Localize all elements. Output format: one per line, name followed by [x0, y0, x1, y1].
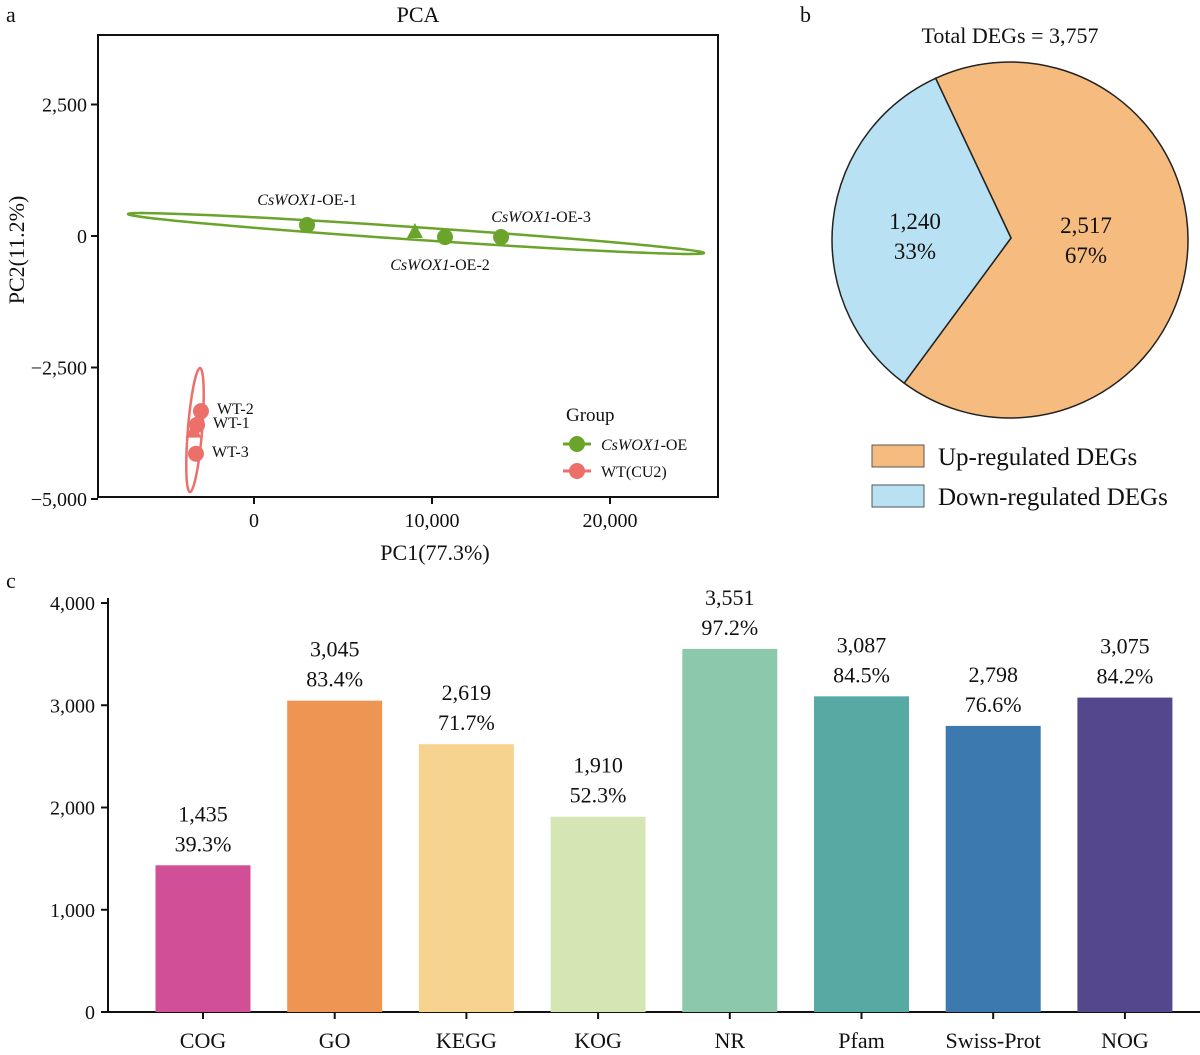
- pca-y-tick-label: 2,500: [42, 95, 87, 117]
- legend-label-text: WT(CU2): [601, 464, 667, 481]
- legend-label: CsWOX1-OE: [601, 437, 687, 454]
- bar-value-label: 3,045: [310, 637, 360, 662]
- bar-category-label: GO: [319, 1028, 351, 1053]
- bar-value-label: 3,551: [705, 585, 755, 610]
- bar-percent-label: 39.3%: [175, 831, 232, 856]
- bar-y-tick-label: 3,000: [50, 695, 95, 717]
- bar-value-label: 3,075: [1100, 634, 1150, 659]
- panel-label-a: a: [6, 2, 16, 27]
- panel-label-c: c: [6, 568, 16, 593]
- point-label-text: WT-1: [213, 415, 250, 432]
- panel-label-b: b: [800, 2, 811, 27]
- pie-chart: Total DEGs = 3,757 2,517 67% Up-regulated …: [831, 23, 1189, 511]
- data-point: [189, 416, 206, 433]
- bar-value-label: 2,798: [968, 662, 1018, 687]
- bar-go: [287, 700, 383, 1012]
- point-label: WT-3: [212, 444, 249, 461]
- bar-chart: 0 1,000 2,000 3,000 4,000 COG 1,435 39.3% GO 3,04…: [50, 585, 1200, 1053]
- data-point: [493, 229, 510, 246]
- pca-y-tick-label: 0: [77, 226, 87, 248]
- pie-slice-up: [903, 61, 1189, 419]
- bar-category-label: NOG: [1101, 1028, 1149, 1053]
- bar-value-label: 1,435: [178, 801, 228, 826]
- pie-legend-swatch: [871, 444, 925, 468]
- bar-category-label: KOG: [574, 1028, 622, 1053]
- pca-title: PCA: [397, 2, 440, 27]
- bar-category-label: Pfam: [838, 1028, 884, 1053]
- bar-swiss-prot: [945, 725, 1041, 1012]
- point-label-italic: CsWOX1: [257, 192, 317, 209]
- bar-percent-label: 97.2%: [701, 615, 758, 640]
- point-label: WT-1: [213, 415, 250, 432]
- bar-y-tick-label: 2,000: [50, 798, 95, 820]
- point-label-italic: CsWOX1: [491, 209, 551, 226]
- bar-y-tick-label: 0: [85, 1002, 95, 1024]
- bar-nog: [1077, 697, 1173, 1012]
- bar-percent-label: 83.4%: [306, 667, 363, 692]
- data-point: [187, 445, 204, 462]
- bar-y-tick-label: 4,000: [50, 593, 95, 615]
- bar-percent-label: 76.6%: [965, 692, 1022, 717]
- legend-marker: [569, 463, 585, 479]
- point-label-text: -OE-2: [450, 257, 490, 274]
- legend-marker: [569, 436, 585, 452]
- bar-value-label: 3,087: [837, 632, 887, 657]
- bar-value-label: 2,619: [442, 680, 492, 705]
- pca-x-tick-label: 0: [249, 510, 259, 532]
- pca-x-axis-label: PC1(77.3%): [380, 540, 489, 565]
- bar-percent-label: 84.5%: [833, 662, 890, 687]
- bar-percent-label: 84.2%: [1096, 664, 1153, 689]
- pie-title: Total DEGs = 3,757: [921, 23, 1098, 48]
- bar-category-label: NR: [715, 1028, 746, 1053]
- bar-category-label: COG: [180, 1028, 227, 1053]
- bar-cog: [155, 865, 251, 1012]
- pca-y-tick-label: −5,000: [31, 489, 87, 511]
- bar-kegg: [418, 744, 514, 1012]
- pie-slice-down: [831, 77, 1012, 385]
- bar-kog: [550, 816, 646, 1012]
- bar-percent-label: 52.3%: [570, 783, 627, 808]
- centroid-triangle-marker: [406, 223, 423, 239]
- legend-title: Group: [566, 405, 615, 426]
- point-label-text: -OE-1: [317, 192, 357, 209]
- data-point: [436, 229, 453, 246]
- legend-label-text: -OE: [661, 437, 688, 454]
- pie-value-label: 2,517: [1060, 213, 1112, 238]
- legend-label-italic: CsWOX1: [601, 437, 661, 454]
- point-label-italic: CsWOX1: [390, 257, 450, 274]
- pie-percent-label: 67%: [1065, 243, 1107, 268]
- pie-legend-label: Up-regulated DEGs: [938, 444, 1137, 471]
- bar-percent-label: 71.7%: [438, 710, 495, 735]
- data-point: [299, 216, 316, 233]
- point-label: CsWOX1-OE-2: [390, 257, 490, 274]
- point-label: CsWOX1-OE-3: [491, 209, 591, 226]
- point-label: WT-2: [217, 401, 254, 418]
- pca-x-tick-label: 10,000: [405, 510, 460, 532]
- pie-percent-label: 33%: [894, 239, 936, 264]
- pie-legend-swatch: [871, 484, 925, 508]
- bar-pfam: [814, 696, 909, 1012]
- pca-y-tick-label: −2,500: [31, 358, 87, 380]
- point-label: CsWOX1-OE-1: [257, 192, 357, 209]
- bar-category-label: KEGG: [436, 1028, 497, 1053]
- pca-chart: PCA PC1(77.3%) PC2(11.2%) 0 10,000 20,000 2…: [4, 2, 719, 565]
- legend-label: WT(CU2): [601, 464, 667, 481]
- pca-y-axis-label: PC2(11.2%): [4, 196, 29, 305]
- bar-value-label: 1,910: [573, 753, 623, 778]
- pca-x-tick-label: 20,000: [583, 510, 638, 532]
- pie-legend-label: Down-regulated DEGs: [938, 484, 1168, 511]
- point-label-text: -OE-3: [551, 209, 591, 226]
- data-point: [192, 403, 209, 420]
- pie-value-label: 1,240: [889, 209, 941, 234]
- pca-plot-frame: [97, 34, 719, 498]
- bar-y-tick-label: 1,000: [50, 900, 95, 922]
- point-label-text: WT-3: [212, 444, 249, 461]
- point-label-text: WT-2: [217, 401, 254, 418]
- bar-category-label: Swiss-Prot: [946, 1028, 1041, 1053]
- bar-nr: [682, 648, 778, 1012]
